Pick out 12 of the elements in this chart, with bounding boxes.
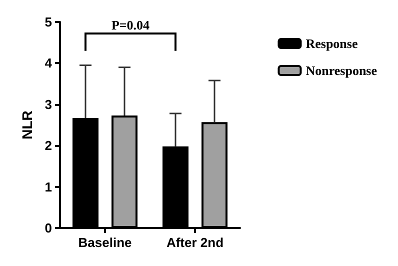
y-tick-label: 3: [44, 96, 52, 112]
legend-label: Nonresponse: [306, 63, 378, 78]
annotation: P=0.04: [111, 18, 150, 33]
y-tick-label: 2: [44, 138, 52, 154]
x-tick-label: After 2nd: [166, 235, 224, 250]
y-tick-label: 0: [44, 220, 52, 236]
y-tick-label: 1: [44, 179, 52, 194]
legend-label: Response: [306, 36, 358, 51]
y-tick-label: 4: [44, 56, 53, 71]
y-tick-label: 5: [44, 14, 52, 30]
x-tick-label: Baseline: [78, 235, 132, 250]
y-axis-title: NLR: [19, 110, 35, 140]
